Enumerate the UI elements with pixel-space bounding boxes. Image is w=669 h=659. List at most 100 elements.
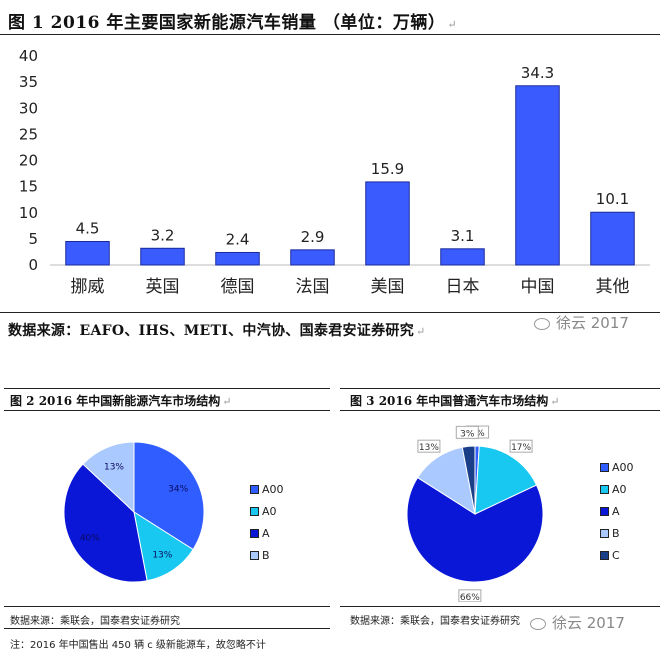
- figure3-pie-chart: 1%17%66%13%3%: [406, 425, 544, 602]
- figure3-source-text: 数据来源：乘联会，国泰君安证券研究: [350, 616, 520, 627]
- pie-slice: [82, 441, 135, 514]
- legend-item: A: [600, 500, 634, 522]
- chat-bubble-icon: [534, 317, 550, 330]
- y-tick-label: 35: [19, 73, 38, 91]
- bar-data-label: 3.1: [451, 227, 475, 245]
- legend-label: A: [612, 504, 620, 518]
- bar-data-label: 15.9: [371, 160, 404, 178]
- divider: [340, 410, 660, 411]
- pie-data-label: 34%: [168, 485, 188, 495]
- pie-data-label: 3%: [460, 429, 475, 439]
- figure3-title-text: 图 3 2016 年中国普通汽车市场结构: [350, 394, 549, 408]
- watermark: 徐云 2017: [530, 612, 625, 633]
- pie-slice: [416, 446, 476, 516]
- return-mark: ↵: [447, 18, 458, 31]
- watermark-text: 徐云 2017: [556, 314, 629, 332]
- legend-swatch: [250, 506, 259, 516]
- legend-swatch: [250, 484, 259, 494]
- figure2-legend: A00 A0 A B: [250, 478, 284, 566]
- figure2-title: 图 2 2016 年中国新能源汽车市场结构 ↵: [10, 392, 232, 409]
- x-category-label: 其他: [596, 277, 630, 297]
- x-category-label: 美国: [371, 277, 405, 297]
- bar: [290, 249, 335, 266]
- legend-item: A: [250, 522, 284, 544]
- legend-label: A0: [262, 504, 277, 518]
- data-label-box: [509, 439, 533, 453]
- bar: [440, 248, 485, 266]
- figure1-bar-chart: 0 5 10 15 20 25 30 35 40 4.5 挪威 3.2 英国 2.4 德国 2.9 法国 15.9…: [19, 47, 650, 297]
- divider: [4, 388, 330, 389]
- pie-data-label: 13%: [152, 551, 172, 561]
- figure2-title-text: 图 2 2016 年中国新能源汽车市场结构: [10, 394, 221, 408]
- legend-swatch: [250, 550, 259, 560]
- pie-slice: [474, 445, 538, 515]
- figure3-source: 数据来源：乘联会，国泰君安证券研究: [350, 612, 520, 627]
- legend-item: B: [250, 544, 284, 566]
- y-tick-label: 20: [19, 152, 38, 170]
- legend-label: B: [612, 526, 620, 540]
- bar: [140, 247, 185, 266]
- legend-label: A: [262, 526, 270, 540]
- divider: [340, 606, 660, 607]
- pie-slice: [63, 463, 148, 583]
- return-mark: ↵: [550, 395, 560, 408]
- figure2-note: 注：2016 年中国售出 450 辆 c 级新能源车，故忽略不计: [10, 636, 266, 651]
- pie-data-label: 13%: [104, 463, 124, 473]
- legend-item: A0: [250, 500, 284, 522]
- figure2-note-text: 注：2016 年中国售出 450 辆 c 级新能源车，故忽略不计: [10, 640, 266, 651]
- y-tick-label: 5: [28, 230, 38, 248]
- bar: [65, 240, 110, 266]
- return-mark: ↵: [416, 325, 426, 338]
- legend-label: C: [612, 548, 620, 562]
- pie-data-label: 13%: [419, 443, 439, 453]
- legend-swatch: [600, 462, 609, 472]
- legend-item: A00: [250, 478, 284, 500]
- divider: [4, 628, 330, 629]
- bar-data-label: 34.3: [521, 64, 554, 82]
- legend-swatch: [600, 528, 609, 538]
- y-tick-label: 30: [19, 99, 38, 117]
- watermark-text: 徐云 2017: [552, 614, 625, 632]
- divider: [340, 388, 660, 389]
- legend-swatch: [600, 506, 609, 516]
- bar: [365, 181, 410, 266]
- divider: [4, 410, 330, 411]
- legend-item: A0: [600, 478, 634, 500]
- legend-label: A00: [612, 460, 634, 474]
- y-tick-label: 10: [19, 204, 38, 222]
- legend-item: A00: [600, 456, 634, 478]
- bar-data-label: 4.5: [76, 219, 100, 237]
- data-label-box: [458, 589, 482, 602]
- bar-data-label: 2.9: [301, 228, 325, 246]
- divider: [0, 34, 660, 35]
- data-label-box: [455, 425, 479, 439]
- pie-slice: [133, 510, 194, 582]
- pie-slice: [461, 445, 476, 515]
- bar: [590, 211, 635, 266]
- figure1-source-text: 数据来源：EAFO、IHS、METI、中汽协、国泰君安证券研究: [8, 323, 414, 339]
- legend-swatch: [600, 550, 609, 560]
- pie-data-label: 66%: [460, 593, 480, 602]
- data-label-box: [417, 439, 441, 453]
- figure2-source-text: 数据来源：乘联会，国泰君安证券研究: [10, 616, 180, 627]
- pie-slice: [406, 476, 544, 583]
- divider: [4, 606, 330, 607]
- watermark: 徐云 2017: [534, 312, 629, 333]
- figure3-legend: A00 A0 A B C: [600, 456, 634, 566]
- y-tick-label: 15: [19, 178, 38, 196]
- figure1-title: 图 1 2016 年主要国家新能源汽车销量 （单位：万辆） ↵: [8, 8, 457, 33]
- figure2-pie-chart: 34% 13% 40% 13%: [63, 441, 205, 583]
- pie3-plot: 1%17%66%13%3%: [406, 425, 544, 602]
- x-category-label: 法国: [296, 277, 330, 297]
- bar-chart-plot: 0 5 10 15 20 25 30 35 40 4.5 挪威 3.2 英国 2.4 德国 2.9 法国 15.9…: [19, 47, 650, 297]
- pie-data-label: 40%: [80, 533, 100, 543]
- bar-data-label: 3.2: [151, 226, 175, 244]
- x-category-label: 中国: [521, 277, 555, 297]
- bar-data-label: 2.4: [226, 230, 250, 248]
- legend-item: B: [600, 522, 634, 544]
- bar: [215, 251, 260, 266]
- pie2-plot: 34% 13% 40% 13%: [63, 441, 205, 583]
- divider: [0, 312, 660, 313]
- x-category-label: 日本: [446, 277, 480, 297]
- y-tick-label: 25: [19, 125, 38, 143]
